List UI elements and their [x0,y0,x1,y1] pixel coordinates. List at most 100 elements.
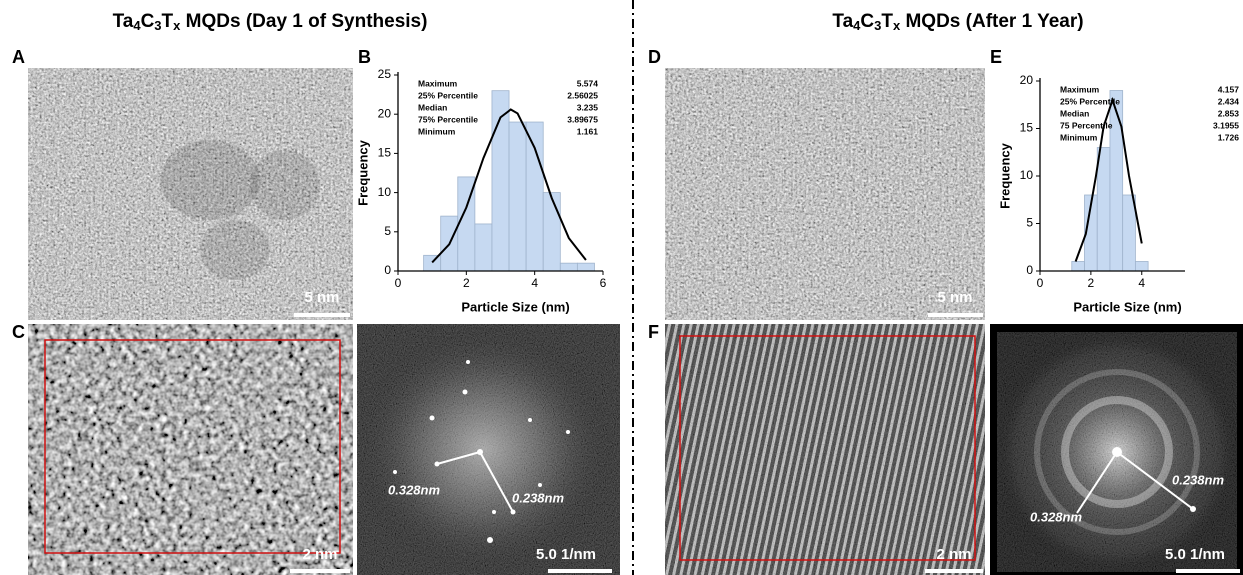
roi-box [679,335,976,561]
panel-label: B [358,47,371,67]
stat-name: 25% Percentile [1060,96,1120,106]
title-subscript: x [893,18,901,33]
y-axis-label: Frequency [997,142,1012,209]
x-axis-label: Particle Size (nm) [461,299,569,314]
y-tick-label: 0 [384,263,391,277]
title-text: MQDs (After 1 Year) [900,11,1083,32]
title-text: Ta [113,11,134,32]
right-title: Ta4C3Tx MQDs (After 1 Year) [832,11,1083,33]
spacing-label: 0.238nm [1172,472,1224,487]
title-text: MQDs (Day 1 of Synthesis) [180,11,427,32]
title-text: T [162,11,174,32]
title-subscript: 4 [133,18,141,33]
title-subscript: 4 [853,18,861,33]
stat-name: Median [418,102,447,112]
stat-name: 25% Percentile [418,90,478,100]
y-tick-label: 15 [378,146,392,160]
stat-value: 2.56025 [567,90,598,100]
panel-label: C [12,322,25,342]
x-tick-label: 4 [531,276,538,290]
panel-label: A [12,47,25,67]
panel-label: F [648,322,659,342]
stat-value: 3.235 [577,102,599,112]
title-subscript: 3 [154,18,161,33]
fft-ring [1061,396,1173,508]
bar [474,223,493,272]
title-subscript: 3 [874,18,881,33]
x-tick-label: 4 [1138,276,1145,290]
stat-value: 2.853 [1218,108,1240,118]
stat-value: 1.726 [1218,132,1240,142]
spacing-line [436,451,481,465]
spacing-line [1076,451,1118,514]
stat-value: 4.157 [1218,84,1240,94]
spacing-label: 0.238nm [512,490,564,505]
stat-name: Minimum [1060,132,1098,142]
stat-name: 75 Percentile [1060,120,1113,130]
panel-label: D [648,47,661,67]
stat-name: Maximum [1060,84,1100,94]
y-tick-label: 5 [384,224,391,238]
scale-label: 5 nm [937,289,972,306]
stat-value: 5.574 [577,78,599,88]
stat-value: 3.89675 [567,114,598,124]
hrtem-image [28,324,353,575]
fft-ring [1034,369,1200,535]
stat-value: 2.434 [1218,96,1240,106]
title-text: T [881,11,893,32]
spacing-line [479,451,514,513]
bar [576,262,595,272]
dot-shade [250,150,320,220]
fft-glow [357,324,620,575]
tem-image [665,68,985,320]
spacing-label: 0.328nm [1030,509,1082,524]
bar [559,262,578,272]
roi-box [44,339,341,554]
x-tick-label: 2 [1088,276,1095,290]
x-axis-label: Particle Size (nm) [1073,299,1181,314]
panel-label: E [990,47,1002,67]
scale-label: 5.0 1/nm [536,546,596,563]
x-tick-label: 0 [395,276,402,290]
scale-label: 2 nm [302,546,337,563]
fit-curve [1074,96,1143,262]
stat-name: 75% Percentile [418,114,478,124]
scale-label: 5 nm [304,289,339,306]
left-title: Ta4C3Tx MQDs (Day 1 of Synthesis) [113,11,428,33]
y-tick-label: 15 [1020,121,1034,135]
bar [525,121,544,272]
y-tick-label: 0 [1026,263,1033,277]
x-tick-label: 6 [600,276,607,290]
y-tick-label: 5 [1026,216,1033,230]
stat-value: 1.161 [577,126,599,136]
stat-name: Minimum [418,126,456,136]
y-tick-label: 10 [1020,168,1034,182]
bar [1109,90,1124,272]
stat-name: Maximum [418,78,458,88]
y-tick-label: 20 [1020,73,1034,87]
bar [423,254,442,272]
title-text: C [860,11,874,32]
x-tick-label: 2 [463,276,470,290]
bar [1122,194,1136,272]
scale-label: 5.0 1/nm [1165,546,1225,563]
dot-shade [160,140,260,220]
scale-label: 2 nm [936,546,971,563]
spacing-line [1116,451,1194,510]
stat-name: Median [1060,108,1089,118]
fit-curve [431,108,587,264]
y-tick-label: 10 [378,185,392,199]
bar [508,121,527,272]
bar [1071,261,1085,272]
y-tick-label: 20 [378,106,392,120]
bar [1134,261,1149,272]
bar [1096,147,1111,272]
dot-shade [200,220,270,280]
title-text: C [141,11,155,32]
stat-value: 3.1955 [1213,120,1239,130]
title-subscript: x [173,18,181,33]
y-axis-label: Frequency [355,139,370,206]
x-tick-label: 0 [1037,276,1044,290]
bar [542,192,561,272]
